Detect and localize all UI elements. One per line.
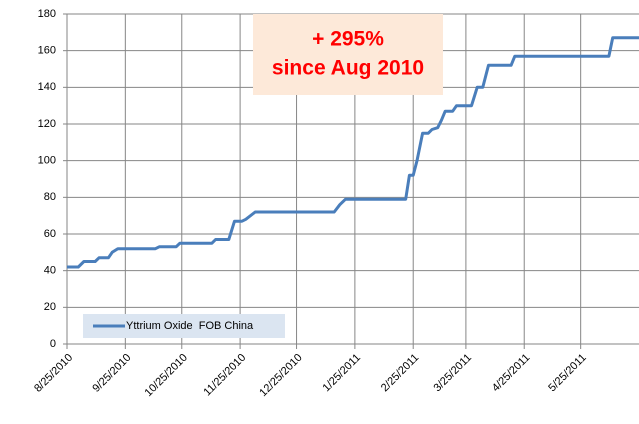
line [67,36,639,269]
y-tick-label: 80 [44,191,56,203]
y-tick-label: 140 [38,81,56,93]
y-tick-label: 120 [38,118,56,130]
y-tick-label: 40 [44,265,56,277]
annotation: since Aug 2010 [272,57,424,80]
y-tick-label: 20 [44,301,56,313]
y-tick-label: 60 [44,228,56,240]
y-tick-label: 160 [38,45,56,57]
annotation-box [253,14,443,95]
y-tick-label: 0 [50,338,56,350]
y-tick-label: 100 [38,155,56,167]
annotation: + 295% [312,28,384,51]
legend-label: Yttrium Oxide FOB China [126,320,254,332]
y-tick-label: 180 [38,8,56,20]
